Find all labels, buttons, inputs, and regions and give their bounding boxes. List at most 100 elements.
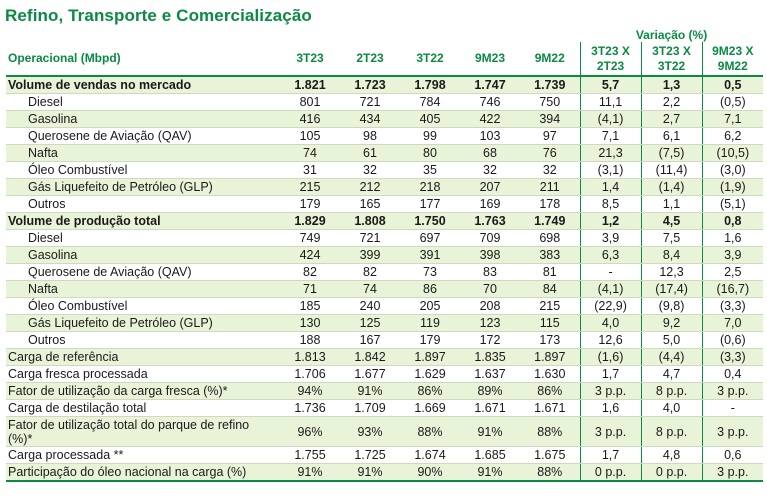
table-row: Carga processada ** 1.755 1.725 1.674 1.685 1… xyxy=(6,446,764,464)
variation-cell: (7,5) xyxy=(640,144,703,162)
row-label: Gás Liquefeito de Petróleo (GLP) xyxy=(6,314,280,332)
value-cell: 218 xyxy=(400,178,460,196)
value-cell: 99 xyxy=(400,127,460,145)
variation-cell: 0,6 xyxy=(701,446,764,464)
table-row: Fator de utilização da carga fresca (%)*… xyxy=(6,382,764,400)
column-header-9m22: 9M22 xyxy=(520,42,581,77)
variation-cell: 5,0 xyxy=(640,331,703,349)
table-row: Carga de referência 1.813 1.842 1.897 1.835 1… xyxy=(6,348,764,366)
variation-cell: (3,3) xyxy=(701,348,764,366)
value-cell: 1.630 xyxy=(520,365,581,383)
value-cell: 424 xyxy=(280,246,340,264)
variation-cell: (4,1) xyxy=(579,280,642,298)
variation-cell: 3 p.p. xyxy=(579,382,642,400)
table-row: Outros 179 165 177 169 178 8,5 1,1 (5,1) xyxy=(6,195,764,213)
value-cell: 70 xyxy=(460,280,520,298)
variation-cell: 0,4 xyxy=(701,365,764,383)
variation-cell: 1,1 xyxy=(640,195,703,213)
row-label: Óleo Combustível xyxy=(6,161,280,179)
value-cell: 32 xyxy=(520,161,581,179)
variation-cell: 7,1 xyxy=(579,127,642,145)
value-cell: 1.897 xyxy=(400,348,460,366)
value-cell: 32 xyxy=(340,161,400,179)
value-cell: 709 xyxy=(460,229,520,247)
variation-cell: (16,7) xyxy=(701,280,764,298)
variation-cell: 7,0 xyxy=(701,314,764,332)
value-cell: 750 xyxy=(520,93,581,111)
value-cell: 185 xyxy=(280,297,340,315)
variation-cell: 2,2 xyxy=(640,93,703,111)
value-cell: 123 xyxy=(460,314,520,332)
value-cell: 177 xyxy=(400,195,460,213)
variation-cell: 6,2 xyxy=(701,127,764,145)
variation-cell: 12,6 xyxy=(579,331,642,349)
value-cell: 801 xyxy=(280,93,340,111)
value-cell: 31 xyxy=(280,161,340,179)
value-cell: 76 xyxy=(520,144,581,162)
table-row: Carga de destilação total 1.736 1.709 1.669… xyxy=(6,399,764,417)
variation-cell: 3 p.p. xyxy=(701,463,764,482)
value-cell: 212 xyxy=(340,178,400,196)
table-row: Fator de utilização total do parque de r… xyxy=(6,416,764,447)
table-row: Diesel 749 721 697 709 698 3,9 7,5 1,6 xyxy=(6,229,764,247)
column-header-3t23: 3T23 xyxy=(280,42,340,77)
column-header-var-9m23-9m22: 9M23 X 9M22 xyxy=(701,42,764,77)
row-label: Nafta xyxy=(6,280,280,298)
header-line-2: 3T22 xyxy=(657,58,686,73)
value-cell: 1.723 xyxy=(340,76,400,94)
variation-cell: 1,2 xyxy=(579,212,642,230)
variation-cell: 8,4 xyxy=(640,246,703,264)
value-cell: 84 xyxy=(520,280,581,298)
header-line-2: 9M22 xyxy=(717,58,748,73)
table-row: Gás Liquefeito de Petróleo (GLP) 130 125 11… xyxy=(6,314,764,332)
variation-cell: 1,7 xyxy=(579,446,642,464)
value-cell: 91% xyxy=(280,463,340,482)
column-header-label: Operacional (Mbpd) xyxy=(6,42,280,77)
value-cell: 91% xyxy=(340,382,400,400)
row-label: Carga processada ** xyxy=(6,446,280,464)
row-label: Fator de utilização total do parque de r… xyxy=(6,416,280,447)
variation-cell: 0,5 xyxy=(701,76,764,94)
value-cell: 61 xyxy=(340,144,400,162)
value-cell: 179 xyxy=(280,195,340,213)
variation-cell: (10,5) xyxy=(701,144,764,162)
variation-cell: 8 p.p. xyxy=(640,382,703,400)
header-line-2: 2T23 xyxy=(596,58,625,73)
variation-cell: 8 p.p. xyxy=(640,416,703,447)
variacao-header-row: Variação (%) xyxy=(6,28,763,42)
row-label: Outros xyxy=(6,195,280,213)
value-cell: 35 xyxy=(400,161,460,179)
value-cell: 119 xyxy=(400,314,460,332)
variation-cell: (17,4) xyxy=(640,280,703,298)
variation-cell: 3,9 xyxy=(701,246,764,264)
value-cell: 86% xyxy=(520,382,581,400)
row-label: Nafta xyxy=(6,144,280,162)
column-header-row: Operacional (Mbpd) 3T23 2T23 3T22 9M23 9… xyxy=(6,42,764,77)
row-label: Gasolina xyxy=(6,110,280,128)
value-cell: 698 xyxy=(520,229,581,247)
row-label: Óleo Combustível xyxy=(6,297,280,315)
variation-cell: - xyxy=(579,263,642,281)
variation-cell: 0 p.p. xyxy=(640,463,703,482)
value-cell: 81 xyxy=(520,263,581,281)
variation-cell: 5,7 xyxy=(579,76,642,94)
variation-cell: 11,1 xyxy=(579,93,642,111)
value-cell: 1.669 xyxy=(400,399,460,417)
variation-cell: 4,0 xyxy=(640,399,703,417)
variation-cell: 7,1 xyxy=(701,110,764,128)
variation-cell: (3,3) xyxy=(701,297,764,315)
value-cell: 1.755 xyxy=(280,446,340,464)
variation-cell: (5,1) xyxy=(701,195,764,213)
value-cell: 394 xyxy=(520,110,581,128)
value-cell: 416 xyxy=(280,110,340,128)
value-cell: 130 xyxy=(280,314,340,332)
value-cell: 205 xyxy=(400,297,460,315)
value-cell: 125 xyxy=(340,314,400,332)
row-label: Diesel xyxy=(6,229,280,247)
value-cell: 405 xyxy=(400,110,460,128)
value-cell: 215 xyxy=(520,297,581,315)
variation-cell: 6,3 xyxy=(579,246,642,264)
value-cell: 80 xyxy=(400,144,460,162)
value-cell: 208 xyxy=(460,297,520,315)
value-cell: 1.629 xyxy=(400,365,460,383)
